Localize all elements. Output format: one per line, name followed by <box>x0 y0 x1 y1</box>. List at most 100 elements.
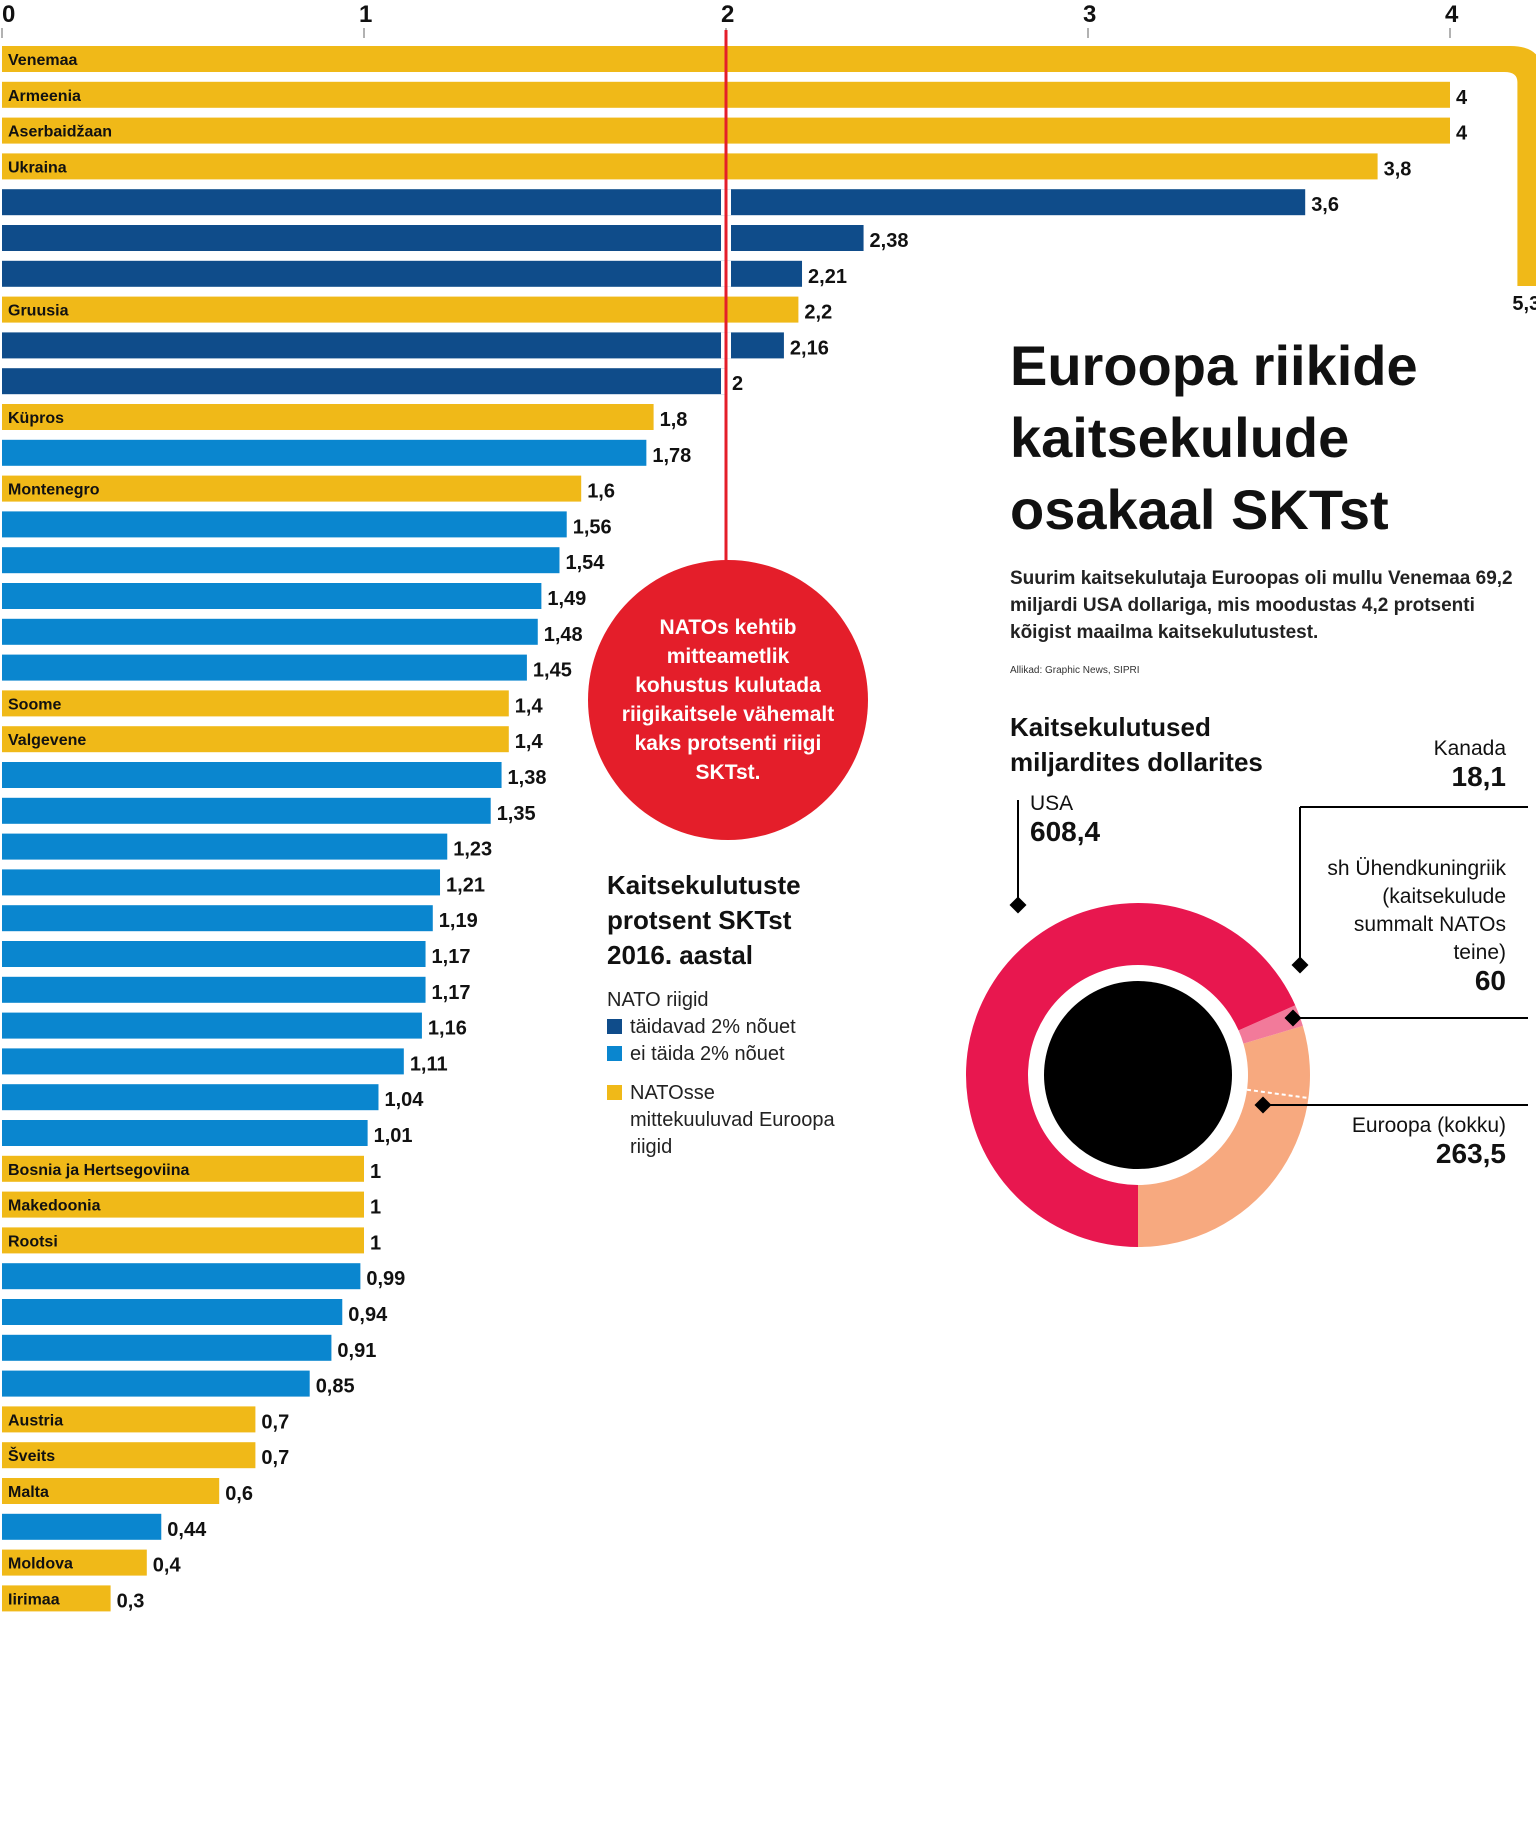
value-label: 1,56 <box>573 516 612 538</box>
threshold-gap <box>727 225 731 251</box>
bar-row: 1,16 <box>2 1012 467 1040</box>
bar <box>2 726 509 753</box>
bar-label: Montenegro <box>8 482 100 499</box>
bar-row: 2,2 Gruusia <box>2 296 832 324</box>
donut-title: Kaitsekulutused miljardites dollarites <box>1010 712 1263 777</box>
bar-label: Austria <box>8 1412 63 1429</box>
kanada-value: 18,1 <box>1451 761 1507 792</box>
leader-dot-euroopa <box>1254 1096 1272 1114</box>
bar <box>2 1585 111 1612</box>
bar-label: Küpros <box>8 410 64 427</box>
x-tick-label: 0 <box>2 1 15 28</box>
bar-row: 0,3 Iirimaa <box>2 1585 144 1612</box>
value-label: 0,85 <box>316 1376 355 1398</box>
value-label: 3,6 <box>1311 194 1339 216</box>
value-label: 1,49 <box>547 588 586 610</box>
x-axis-ticks: 0 1 2 3 4 <box>1 1 1459 38</box>
bar-label: Moldova <box>8 1556 73 1573</box>
donut-slice-kanada <box>1238 1005 1303 1044</box>
value-label: 1,04 <box>384 1089 424 1111</box>
bar <box>2 225 864 251</box>
value-label: 1,19 <box>439 910 478 932</box>
bar-row: 0,44 <box>2 1513 207 1541</box>
threshold-gap <box>721 332 725 359</box>
value-label: 1 <box>370 1161 381 1183</box>
bar-label: Iirimaa <box>8 1591 60 1608</box>
donut-label-uk: sh Ühendkuningriik (kaitsekulude summalt… <box>1316 855 1506 995</box>
value-label: 1,35 <box>497 803 536 825</box>
value-label: 3,8 <box>1384 158 1412 180</box>
bar-label: Venemaa <box>8 52 77 69</box>
bar-row: 2 <box>2 368 743 395</box>
value-label: 2,2 <box>804 302 832 324</box>
bar-row: 1,11 <box>2 1048 448 1075</box>
legend-item-non-nato: NATOsse mittekuuluvad Euroopa riigid <box>607 1080 837 1161</box>
value-label: 1,6 <box>587 481 615 503</box>
bar <box>2 654 527 681</box>
bar <box>2 1549 147 1576</box>
nato-note-circle: NATOs kehtib mitteametlik kohustus kulut… <box>588 560 868 840</box>
bar <box>2 296 799 323</box>
x-tick-label: 3 <box>1083 1 1096 28</box>
bar <box>2 941 426 967</box>
bar <box>2 1299 343 1325</box>
bar-row: 0,7 Austria <box>2 1406 289 1433</box>
leader-dot-uk <box>1284 1009 1302 1027</box>
bar-row: 4 Aserbaidžaan <box>2 117 1468 145</box>
x-tick-label: 2 <box>721 1 734 28</box>
threshold-gap <box>721 189 725 216</box>
bar-row: 2,21 <box>2 260 847 288</box>
legend-swatch-meets <box>607 1019 622 1034</box>
threshold-gap <box>721 225 725 251</box>
legend-group-label: NATO riigid <box>607 989 709 1011</box>
bar <box>2 976 426 1003</box>
bar <box>2 511 567 538</box>
bar-row: 1,45 <box>2 654 572 682</box>
bar <box>2 1442 256 1469</box>
value-label: 4 <box>1456 87 1468 109</box>
bar <box>2 618 538 645</box>
donut-label-usa: USA 608,4 <box>1030 790 1100 846</box>
kanada-label: Kanada <box>1433 737 1506 760</box>
bar <box>2 547 560 574</box>
bar-row: 0,7 Šveits <box>2 1442 289 1469</box>
threshold-gap <box>721 368 725 395</box>
value-label: 0,7 <box>261 1411 289 1433</box>
bar <box>2 1334 332 1361</box>
bar-row: 2,16 <box>2 332 829 359</box>
bar-row: 1,4 Valgevene <box>2 726 543 753</box>
bar-row: 1 Bosnia ja Hertsegoviina <box>2 1155 381 1183</box>
donut-slice-euroopa <box>1138 1025 1310 1247</box>
value-label: 5,3 <box>1512 293 1536 315</box>
value-label: 1,17 <box>432 946 471 968</box>
value-label: 1,54 <box>565 552 605 574</box>
bar <box>2 1478 220 1504</box>
value-label: 1,4 <box>515 695 544 717</box>
bar <box>2 260 803 287</box>
bar-row: 0,6 Malta <box>2 1478 253 1505</box>
value-label: 0,99 <box>366 1268 405 1290</box>
legend-item-below: ei täida 2% nõuet <box>607 1041 837 1068</box>
usa-value: 608,4 <box>1030 816 1101 847</box>
bar <box>2 1263 361 1290</box>
value-label: 0,94 <box>348 1304 388 1326</box>
threshold-gap <box>727 260 731 287</box>
value-label: 4 <box>1456 123 1468 145</box>
value-label: 0,7 <box>261 1447 289 1469</box>
value-label: 1,17 <box>432 982 471 1004</box>
donut-slice-usa <box>965 902 1296 1247</box>
bar <box>2 189 1306 216</box>
uk-label: sh Ühendkuningriik (kaitsekulude summalt… <box>1327 857 1506 964</box>
bar <box>2 1191 364 1218</box>
value-label: 0,3 <box>117 1590 145 1612</box>
value-label: 2 <box>732 373 743 395</box>
value-label: 1,45 <box>533 660 572 682</box>
bar <box>2 1048 404 1075</box>
legend-label-meets: täidavad 2% nõuet <box>630 1016 796 1038</box>
bar-label: Aserbaidžaan <box>8 124 112 141</box>
bar-label: Ukraina <box>8 159 67 176</box>
bar-row: 1,35 <box>2 797 536 825</box>
uk-divider <box>1246 1088 1309 1099</box>
bar-label: Rootsi <box>8 1233 58 1250</box>
